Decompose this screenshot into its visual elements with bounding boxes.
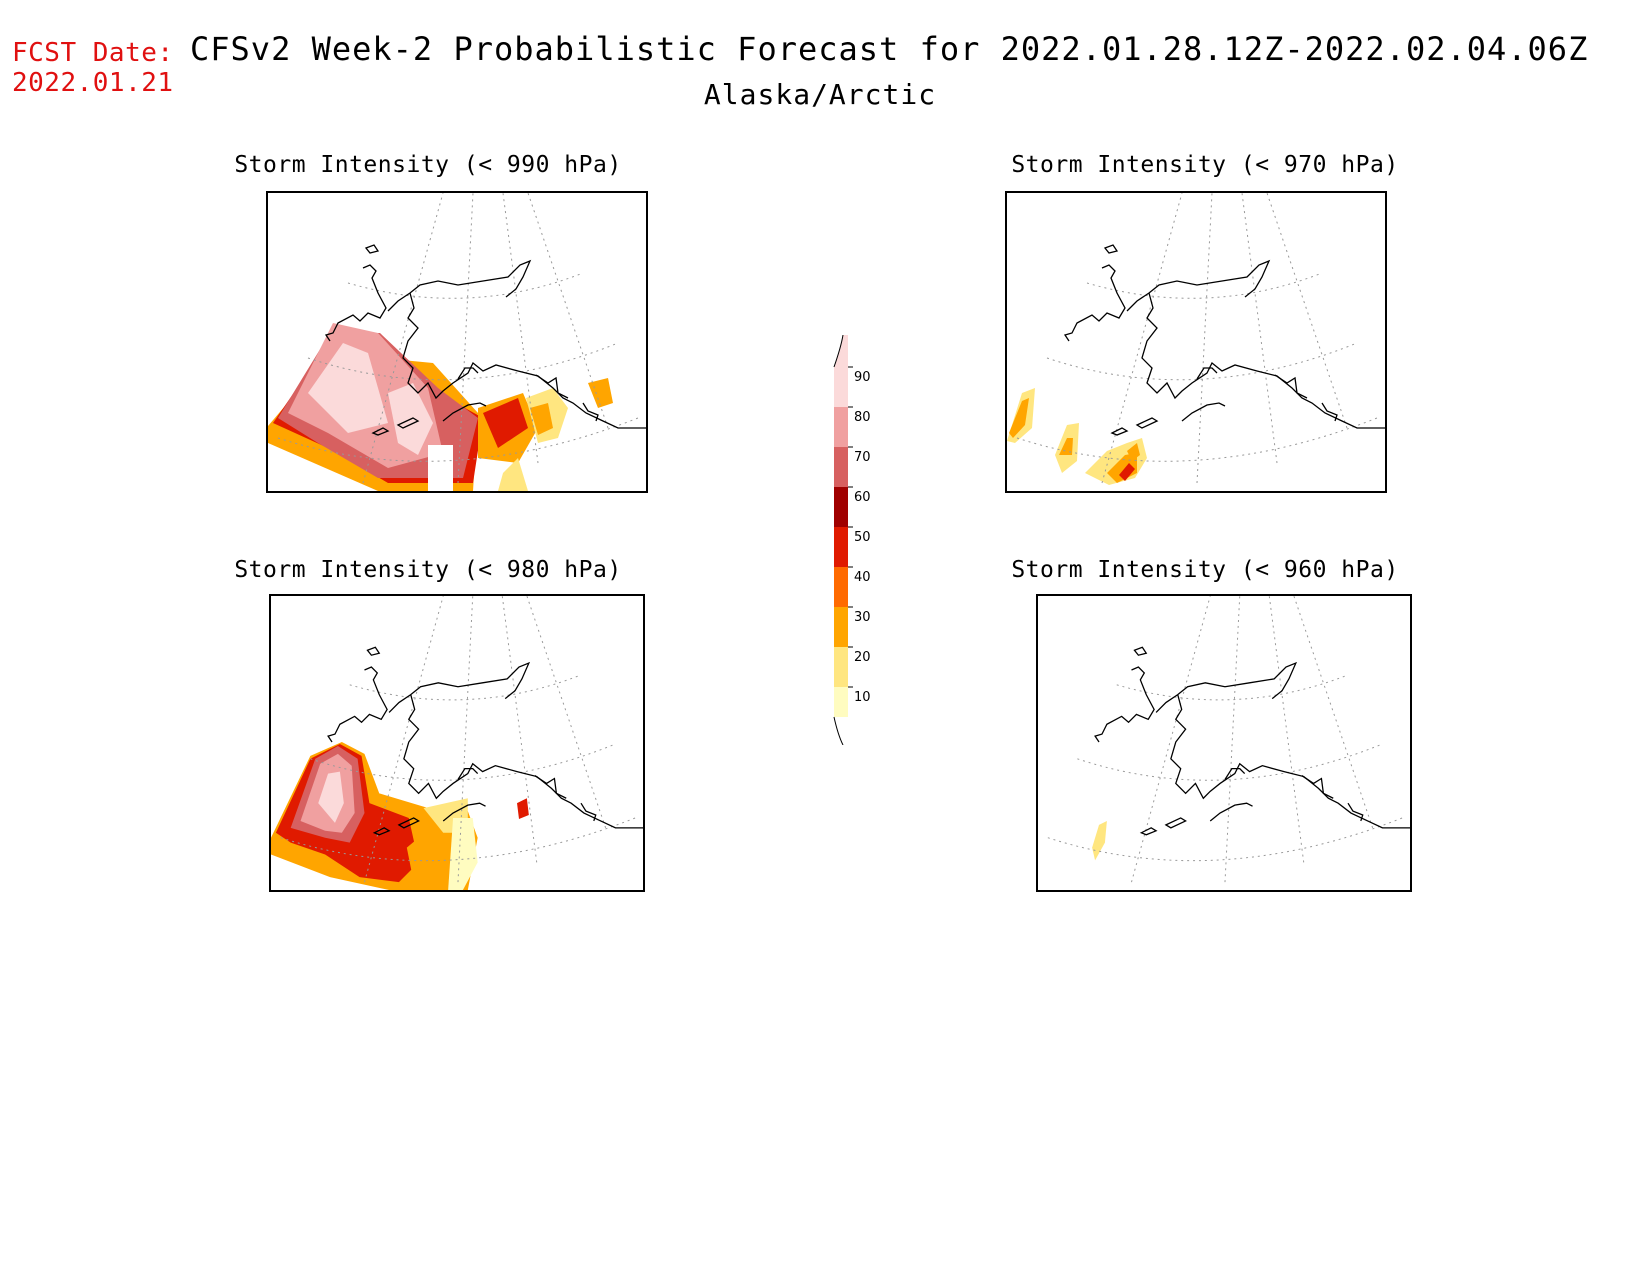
panel-title-960: Storm Intensity (< 960 hPa) <box>1011 557 1399 583</box>
panel-title-990: Storm Intensity (< 990 hPa) <box>234 152 622 178</box>
map-panel-970 <box>1005 191 1387 493</box>
prob-shading-980 <box>271 742 529 890</box>
map-graticule-980 <box>280 596 636 883</box>
fcst-date-block: FCST Date: 2022.01.21 <box>12 38 174 98</box>
color-legend-svg: 90 80 70 60 50 40 30 20 10 <box>833 334 871 746</box>
legend-swatch-70 <box>834 447 848 487</box>
legend-swatch-60 <box>834 487 848 527</box>
map-970-svg <box>1007 193 1385 485</box>
legend-tick-60: 60 <box>854 490 871 505</box>
map-graticule-990 <box>277 193 639 484</box>
map-panel-960 <box>1036 594 1412 892</box>
map-panel-980 <box>269 594 645 892</box>
coastlines-990 <box>324 244 646 436</box>
legend-tick-labels: 90 80 70 60 50 40 30 20 10 <box>854 370 871 705</box>
legend-tick-70: 70 <box>854 450 871 465</box>
legend-swatch-40 <box>834 567 848 607</box>
legend-swatch-50 <box>834 527 848 567</box>
legend-swatch-20 <box>834 647 848 687</box>
main-title: CFSv2 Week-2 Probabilistic Forecast for … <box>190 30 1589 68</box>
legend-swatch-80 <box>834 407 848 447</box>
coastlines-960 <box>1094 646 1410 836</box>
legend-tick-80: 80 <box>854 410 871 425</box>
fcst-date-label: FCST Date: <box>12 38 174 68</box>
legend-tick-40: 40 <box>854 570 871 585</box>
legend-swatch-30 <box>834 607 848 647</box>
panel-title-970: Storm Intensity (< 970 hPa) <box>1011 152 1399 178</box>
color-legend: 90 80 70 60 50 40 30 20 10 <box>820 334 900 746</box>
map-960-svg <box>1047 596 1410 883</box>
prob-shading-970 <box>1007 388 1147 485</box>
legend-tick-50: 50 <box>854 530 871 545</box>
legend-swatch-90 <box>834 367 848 407</box>
coastlines-970 <box>1063 244 1385 436</box>
legend-tick-30: 30 <box>854 610 871 625</box>
map-990-svg <box>268 193 646 491</box>
map-graticule-960 <box>1047 596 1403 883</box>
legend-tick-10: 10 <box>854 690 871 705</box>
prob-shading-960 <box>1092 820 1107 861</box>
panel-title-980: Storm Intensity (< 980 hPa) <box>234 557 622 583</box>
map-panel-990 <box>266 191 648 493</box>
legend-tick-90: 90 <box>854 370 871 385</box>
region-title: Alaska/Arctic <box>703 78 937 111</box>
map-980-svg <box>271 596 643 890</box>
prob-shading-990 <box>268 323 613 491</box>
map-graticule-970 <box>1016 193 1378 484</box>
legend-tick-20: 20 <box>854 650 871 665</box>
legend-swatches <box>833 334 853 746</box>
legend-swatch-10 <box>834 687 848 717</box>
fcst-date-value: 2022.01.21 <box>12 68 174 98</box>
coastlines-980 <box>327 646 643 836</box>
